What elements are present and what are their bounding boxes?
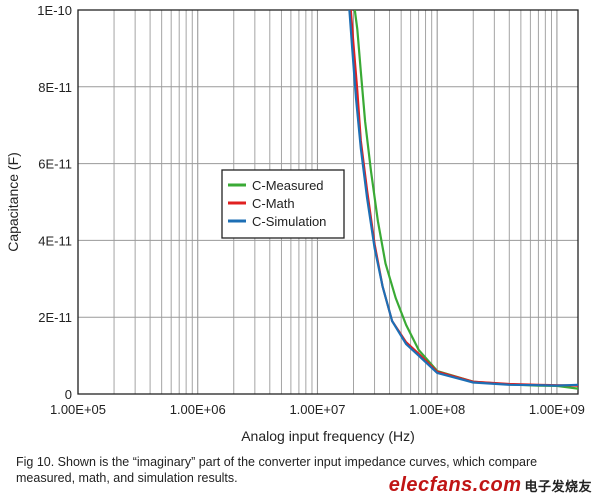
x-tick-label: 1.00E+08 [409,402,465,417]
figure-caption: Fig 10. Shown is the “imaginary” part of… [16,455,538,485]
y-tick-label: 2E-11 [38,310,72,325]
x-tick-label: 1.00E+06 [170,402,226,417]
watermark-cn: 电子发烧友 [524,479,592,494]
x-axis-label: Analog input frequency (Hz) [241,428,415,444]
y-tick-label: 4E-11 [38,233,72,248]
watermark-brand: elecfans.com [388,474,522,496]
series-layer [348,10,578,390]
y-axis-label: Capacitance (F) [5,152,21,252]
x-tick-label: 1.00E+09 [529,402,585,417]
legend-label: C-Measured [252,178,324,193]
capacitance-chart: 1.00E+05 1.00E+06 1.00E+07 1.00E+08 1.00E+09… [5,3,585,444]
y-tick-label: 6E-11 [38,157,72,172]
plot-frame [77,9,579,395]
y-tick-label: 8E-11 [38,80,72,95]
y-tick-label: 1E-10 [37,3,72,18]
y-tick-label: 0 [65,387,72,402]
watermark-logo: elecfans.com 电子发烧友 [389,474,592,497]
legend-label: C-Math [252,196,295,211]
legend: C-Measured C-Math C-Simulation [221,169,345,239]
series-line-c-measured [353,10,578,390]
legend-label: C-Simulation [252,214,326,229]
series-line-c-simulation [348,10,578,387]
tick-labels: 1.00E+05 1.00E+06 1.00E+07 1.00E+08 1.00E+09… [37,3,585,417]
x-tick-label: 1.00E+07 [289,402,345,417]
x-tick-label: 1.00E+05 [50,402,106,417]
series-line-c-math [349,10,578,387]
